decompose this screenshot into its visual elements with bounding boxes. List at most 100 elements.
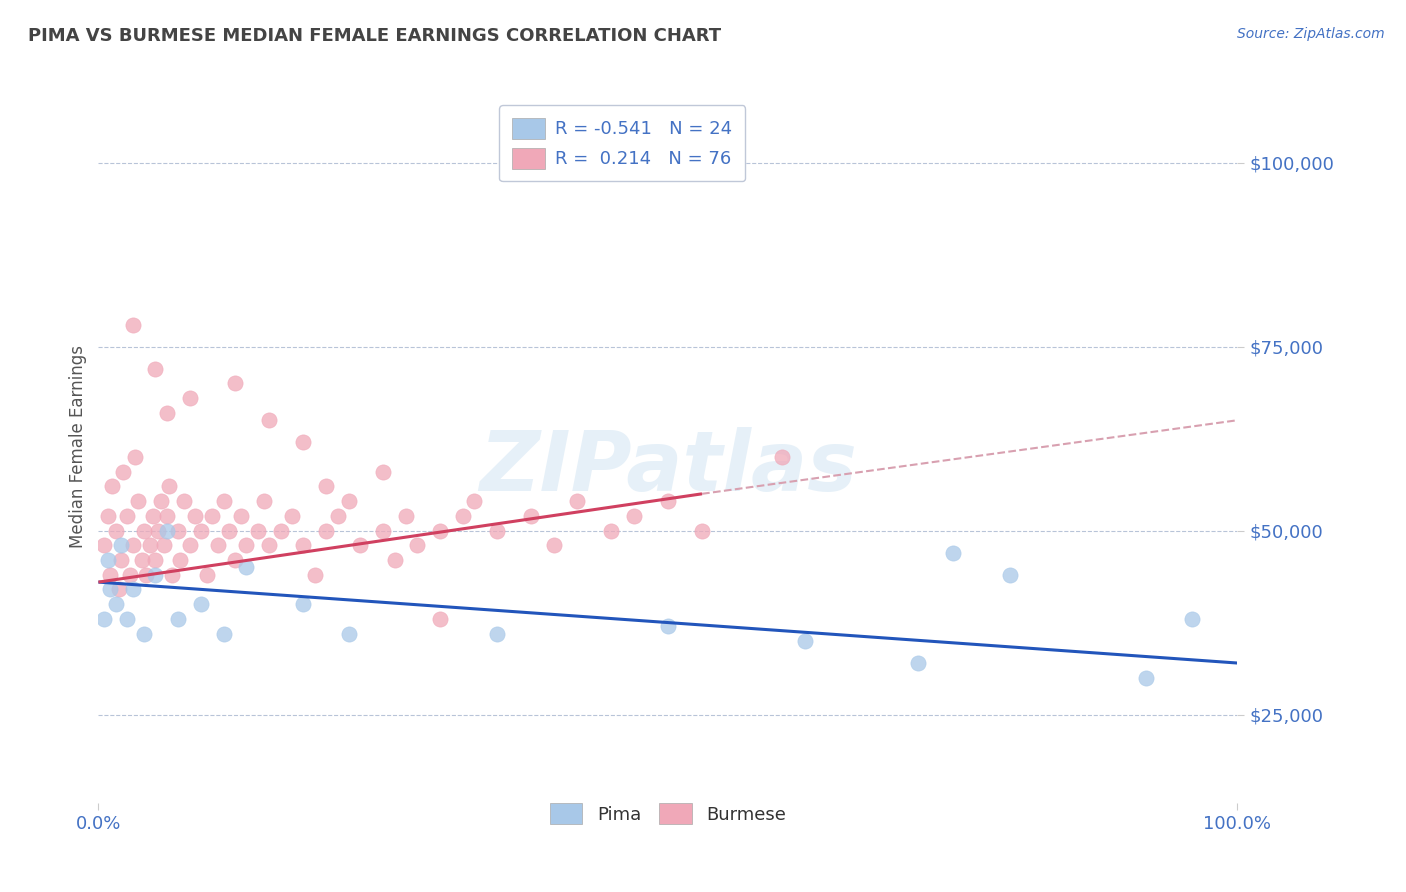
Point: [93, 538, 115, 552]
Point: [212, 626, 235, 640]
Point: [657, 494, 679, 508]
Point: [108, 582, 131, 597]
Point: [600, 524, 623, 538]
Point: [395, 508, 418, 523]
Point: [429, 612, 451, 626]
Point: [96, 508, 118, 523]
Point: [207, 538, 229, 552]
Point: [281, 508, 304, 523]
Point: [124, 450, 146, 464]
Point: [565, 494, 588, 508]
Point: [98, 567, 121, 582]
Point: [292, 435, 315, 450]
Point: [153, 538, 176, 552]
Point: [1181, 612, 1204, 626]
Point: [112, 465, 135, 479]
Legend: Pima, Burmese: Pima, Burmese: [537, 790, 799, 837]
Point: [246, 524, 269, 538]
Point: [304, 567, 326, 582]
Point: [793, 634, 815, 648]
Point: [120, 567, 142, 582]
Point: [252, 494, 274, 508]
Point: [451, 508, 474, 523]
Point: [201, 508, 224, 523]
Point: [259, 538, 281, 552]
Point: [337, 494, 360, 508]
Point: [179, 391, 201, 405]
Point: [167, 612, 190, 626]
Point: [371, 465, 394, 479]
Point: [942, 546, 965, 560]
Point: [157, 479, 180, 493]
Point: [162, 567, 184, 582]
Point: [212, 494, 235, 508]
Point: [121, 318, 143, 332]
Point: [96, 553, 118, 567]
Point: [520, 508, 543, 523]
Point: [224, 376, 246, 391]
Point: [169, 553, 191, 567]
Point: [93, 612, 115, 626]
Point: [218, 524, 240, 538]
Point: [315, 524, 337, 538]
Point: [406, 538, 429, 552]
Point: [224, 553, 246, 567]
Point: [115, 508, 138, 523]
Point: [145, 553, 167, 567]
Point: [121, 538, 143, 552]
Point: [657, 619, 679, 633]
Text: ZIPatlas: ZIPatlas: [479, 427, 856, 508]
Point: [150, 494, 173, 508]
Point: [132, 626, 155, 640]
Point: [173, 494, 195, 508]
Point: [142, 508, 165, 523]
Point: [195, 567, 218, 582]
Point: [1135, 671, 1157, 685]
Point: [145, 361, 167, 376]
Point: [315, 479, 337, 493]
Point: [371, 524, 394, 538]
Point: [998, 567, 1021, 582]
Point: [184, 508, 207, 523]
Point: [770, 450, 793, 464]
Point: [190, 524, 212, 538]
Point: [135, 567, 157, 582]
Point: [235, 560, 257, 574]
Text: PIMA VS BURMESE MEDIAN FEMALE EARNINGS CORRELATION CHART: PIMA VS BURMESE MEDIAN FEMALE EARNINGS C…: [28, 27, 721, 45]
Point: [104, 597, 127, 611]
Point: [132, 524, 155, 538]
Point: [179, 538, 201, 552]
Point: [486, 626, 509, 640]
Point: [104, 524, 127, 538]
Point: [229, 508, 252, 523]
Point: [156, 406, 179, 420]
Y-axis label: Median Female Earnings: Median Female Earnings: [69, 344, 87, 548]
Point: [337, 626, 360, 640]
Point: [907, 656, 929, 670]
Point: [110, 553, 132, 567]
Point: [190, 597, 212, 611]
Point: [326, 508, 349, 523]
Point: [235, 538, 257, 552]
Point: [138, 538, 160, 552]
Point: [115, 612, 138, 626]
Point: [690, 524, 713, 538]
Point: [292, 597, 315, 611]
Point: [127, 494, 149, 508]
Point: [429, 524, 451, 538]
Point: [146, 524, 169, 538]
Point: [292, 538, 315, 552]
Point: [543, 538, 565, 552]
Text: Source: ZipAtlas.com: Source: ZipAtlas.com: [1237, 27, 1385, 41]
Point: [463, 494, 485, 508]
Point: [145, 567, 167, 582]
Point: [131, 553, 153, 567]
Point: [384, 553, 406, 567]
Point: [110, 538, 132, 552]
Point: [101, 479, 124, 493]
Point: [98, 582, 121, 597]
Point: [486, 524, 509, 538]
Point: [156, 508, 179, 523]
Point: [623, 508, 645, 523]
Point: [270, 524, 292, 538]
